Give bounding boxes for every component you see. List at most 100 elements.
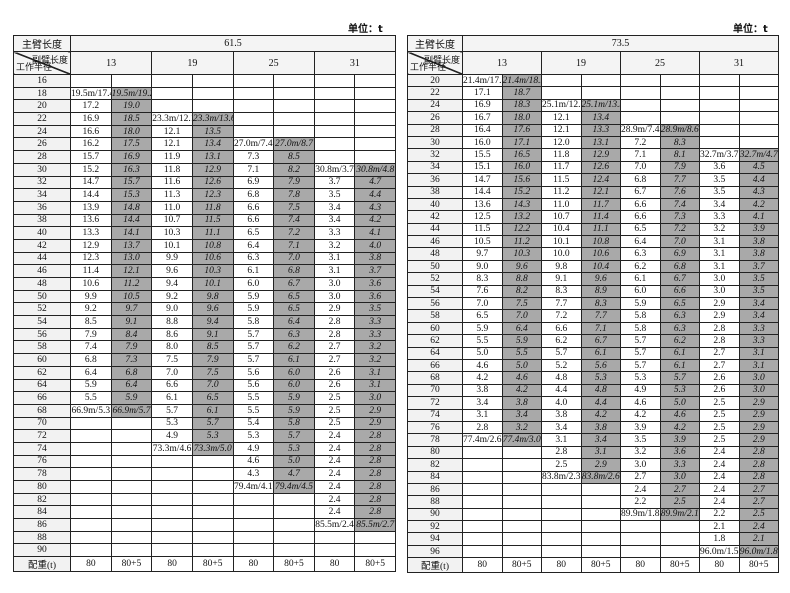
load-cell <box>151 99 193 114</box>
load-cell <box>699 86 740 100</box>
load-cell: 6.2 <box>273 340 315 355</box>
load-cell: 6.5 <box>462 309 503 323</box>
counterweight-label: 配重(t) <box>407 557 463 574</box>
load-cell <box>501 458 542 472</box>
load-cell: 6.3 <box>659 321 700 336</box>
load-cell: 7.0 <box>151 365 193 380</box>
load-cell <box>541 73 582 88</box>
radius-cell: 46 <box>13 264 71 278</box>
load-cell: 3.8 <box>462 383 503 398</box>
load-cell: 3.4 <box>738 297 779 311</box>
load-cell: 2.4 <box>313 467 356 481</box>
load-cell <box>191 454 234 469</box>
counterweight-cell: 80 <box>541 557 582 574</box>
radius-cell: 74 <box>407 408 463 422</box>
load-cell: 6.2 <box>659 334 700 348</box>
table-row: 36 13.9 14.8 11.0 11.8 6.6 7.5 3.4 4.3 <box>13 200 396 215</box>
load-cell: 2.7 <box>738 495 779 509</box>
table-row: 22 16.9 18.5 23.3m/12.1 23.3m/13.6 <box>13 112 396 126</box>
table-row: 66 5.5 5.9 6.1 6.5 5.5 5.9 2.5 3.0 <box>13 391 396 405</box>
load-cell: 2.1 <box>738 532 779 546</box>
load-cell <box>151 86 193 101</box>
radius-cell: 70 <box>407 383 463 398</box>
load-cell: 5.3 <box>232 429 275 443</box>
load-cell: 3.1 <box>699 235 740 249</box>
table-row: 24 16.6 18.0 12.1 13.5 <box>13 124 396 139</box>
load-cell: 3.1 <box>738 358 779 373</box>
table-row: 88 <box>13 530 396 545</box>
load-cell: 6.4 <box>501 321 542 336</box>
table-row: 74 73.3m/4.6 73.3m/5.0 4.9 5.3 2.4 2.8 <box>13 441 396 456</box>
load-cell: 2.7 <box>699 358 740 373</box>
jib-label: 副臂长度 <box>423 55 460 65</box>
load-cell: 7.2 <box>273 226 315 240</box>
radius-cell: 42 <box>407 210 463 224</box>
load-cell: 7.8 <box>273 188 315 202</box>
load-cell: 12.9 <box>191 162 234 177</box>
table-row: 20 21.4m/17.3 21.4m/18.9 <box>407 73 779 88</box>
load-cell: 8.2 <box>273 162 315 177</box>
load-cell: 11.6 <box>151 175 193 190</box>
load-cell <box>232 86 275 101</box>
load-cell: 8.0 <box>151 340 193 355</box>
load-cell: 4.2 <box>620 408 661 422</box>
table-row: 22 17.1 18.7 <box>407 86 779 100</box>
load-cell <box>273 99 315 114</box>
load-cell: 2.9 <box>354 403 396 418</box>
load-cell: 4.4 <box>738 173 779 187</box>
load-cell: 9.6 <box>501 259 542 274</box>
load-cell <box>110 530 153 545</box>
table-row: 50 9.9 10.5 9.2 9.8 5.9 6.5 3.0 3.6 <box>13 289 396 304</box>
load-cell: 5.5 <box>232 403 275 418</box>
radius-cell: 34 <box>407 160 463 175</box>
load-cell: 16.9 <box>70 112 112 126</box>
load-cell: 3.8 <box>541 408 582 422</box>
load-cell: 4.6 <box>232 454 275 469</box>
load-cell <box>580 73 621 88</box>
load-cell: 5.9 <box>462 321 503 336</box>
load-cell: 5.9 <box>70 378 112 393</box>
load-cell: 2.7 <box>659 482 700 497</box>
load-cell: 85.5m/2.7 <box>354 518 396 532</box>
load-cell <box>273 86 315 101</box>
load-cell: 2.9 <box>313 302 356 317</box>
load-cell: 12.9 <box>580 148 621 162</box>
load-cell: 28.9m/7.4 <box>620 123 661 137</box>
load-cell <box>313 99 356 114</box>
load-cell: 10.8 <box>191 238 234 253</box>
load-cell: 2.7 <box>699 346 740 361</box>
load-cell: 3.0 <box>738 371 779 385</box>
load-cell: 4.4 <box>354 188 396 202</box>
load-cell: 2.9 <box>699 297 740 311</box>
load-cell: 14.4 <box>462 185 503 199</box>
load-cell: 9.9 <box>151 251 193 266</box>
load-cell <box>501 544 542 559</box>
radius-cell: 36 <box>407 173 463 187</box>
load-chart-table-73-5: 主臂长度 73.5 副臂长度 工作半径 13 19 25 31 20 21.4m/17.3 21.4… <box>407 35 779 574</box>
main-boom-length: 73.5 <box>462 35 779 52</box>
load-cell: 9.8 <box>541 259 582 274</box>
load-cell: 7.5 <box>151 353 193 367</box>
load-cell: 10.5 <box>462 235 503 249</box>
load-cell: 5.0 <box>501 358 542 373</box>
load-cell: 6.1 <box>151 391 193 405</box>
load-cell: 89.9m/1.8 <box>620 507 661 522</box>
load-cell: 5.9 <box>620 297 661 311</box>
load-cell: 7.0 <box>273 251 315 266</box>
load-cell <box>273 505 315 520</box>
load-cell: 3.3 <box>699 210 740 224</box>
table-row: 74 3.1 3.4 3.8 4.2 4.2 4.6 2.5 2.9 <box>407 408 779 422</box>
table-row: 92 2.1 2.4 <box>407 520 779 534</box>
load-cell: 77.4m/2.6 <box>462 433 503 447</box>
load-cell: 6.8 <box>70 353 112 367</box>
load-cell <box>354 530 396 545</box>
radius-cell: 58 <box>407 309 463 323</box>
radius-cell: 62 <box>13 365 71 380</box>
load-cell: 3.6 <box>354 277 396 291</box>
load-cell: 27.0m/8.7 <box>273 137 315 152</box>
load-cell: 14.7 <box>462 173 503 187</box>
load-cell: 16.2 <box>70 137 112 152</box>
load-cell: 7.0 <box>191 378 234 393</box>
table-row: 30 15.2 16.3 11.8 12.9 7.1 8.2 30.8m/3.7 30.8m/4… <box>13 162 396 177</box>
load-cell: 9.8 <box>191 289 234 304</box>
